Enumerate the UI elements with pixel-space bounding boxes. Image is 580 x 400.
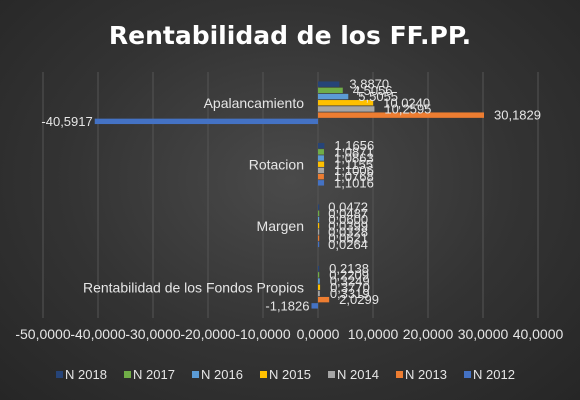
data-label: 0,0600 bbox=[328, 212, 368, 227]
x-tick-label: 20,0000 bbox=[403, 326, 454, 342]
data-label: -1,1826 bbox=[265, 298, 309, 313]
legend-label: N 2017 bbox=[133, 367, 175, 382]
data-label: 4,5056 bbox=[353, 83, 393, 98]
bar bbox=[318, 142, 325, 149]
legend-label: N 2014 bbox=[337, 367, 379, 382]
data-label: 1,1155 bbox=[334, 157, 373, 172]
data-label: 5,5055 bbox=[358, 89, 398, 104]
bar bbox=[318, 223, 320, 229]
bar bbox=[318, 296, 330, 303]
bar bbox=[318, 93, 349, 100]
data-label: 1,1656 bbox=[334, 138, 374, 153]
x-tick-label: -10,0000 bbox=[235, 326, 290, 342]
data-label: 0,0264 bbox=[328, 237, 368, 252]
bar bbox=[318, 210, 320, 217]
bar bbox=[318, 229, 320, 235]
x-tick-label: -40,0000 bbox=[70, 326, 125, 342]
legend-swatch bbox=[396, 371, 403, 378]
data-label: 2,0299 bbox=[339, 292, 379, 307]
bar bbox=[318, 278, 320, 284]
x-tick-label: 40,0000 bbox=[513, 326, 564, 342]
legend: N 2018 N 2017 N 2016 N 2015 N 2014 N 2013 N 20… bbox=[56, 367, 515, 382]
legend-swatch bbox=[56, 371, 63, 378]
data-label: 1,0768 bbox=[334, 169, 374, 184]
data-label: 1,1006 bbox=[334, 163, 374, 178]
bar bbox=[94, 118, 318, 125]
bar bbox=[318, 235, 320, 241]
legend-swatch bbox=[192, 371, 199, 378]
data-label: -40,5917 bbox=[41, 114, 92, 129]
bar bbox=[318, 173, 324, 180]
legend-swatch bbox=[328, 371, 335, 378]
legend-label: N 2012 bbox=[473, 367, 515, 382]
legend-label: N 2018 bbox=[65, 367, 107, 382]
data-label: 0,0399 bbox=[328, 218, 368, 233]
legend-label: N 2015 bbox=[269, 367, 311, 382]
data-label: 0,2138 bbox=[329, 261, 369, 276]
bar bbox=[318, 149, 324, 155]
bar bbox=[318, 112, 485, 118]
bar bbox=[318, 272, 320, 278]
bar bbox=[318, 265, 320, 272]
bar bbox=[318, 216, 320, 223]
x-tick-label: 0,0000 bbox=[297, 326, 340, 342]
data-label: 0,0328 bbox=[328, 224, 368, 239]
legend-swatch bbox=[124, 371, 131, 378]
x-tick-label: 10,0000 bbox=[348, 326, 399, 342]
bar bbox=[318, 81, 340, 87]
bar bbox=[318, 290, 320, 297]
data-label: 0,0621 bbox=[328, 231, 368, 246]
x-tick-label: -30,0000 bbox=[125, 326, 180, 342]
bar bbox=[318, 167, 325, 174]
data-label: 1,0871 bbox=[334, 144, 374, 159]
bar bbox=[318, 87, 343, 94]
data-label: 0,3770 bbox=[330, 280, 370, 295]
category-label: Margen bbox=[257, 218, 304, 234]
x-tick-label: 30,0000 bbox=[458, 326, 509, 342]
bar bbox=[318, 161, 325, 167]
bar bbox=[311, 303, 318, 309]
bar bbox=[318, 106, 375, 112]
category-axis: Rentabilidad de los Fondos Propios Margen… bbox=[83, 95, 304, 296]
data-label: 1,1016 bbox=[334, 175, 374, 190]
data-label: 1,0863 bbox=[334, 151, 374, 166]
bar bbox=[318, 204, 320, 210]
data-label: 0,0487 bbox=[328, 206, 368, 221]
data-label: 0,0472 bbox=[328, 200, 368, 215]
data-label: 30,1829 bbox=[494, 108, 541, 123]
data-label: 10,2595 bbox=[384, 101, 431, 116]
data-label: 0,3249 bbox=[330, 274, 370, 289]
data-label: 0,3319 bbox=[330, 286, 370, 301]
x-axis: -50,0000 -40,0000 -30,0000 -20,0000 -10,0000… bbox=[15, 326, 563, 342]
category-label: Rotacion bbox=[249, 156, 304, 172]
bar bbox=[318, 100, 374, 106]
data-label: 0,2209 bbox=[329, 267, 369, 282]
category-label: Rentabilidad de los Fondos Propios bbox=[83, 279, 304, 295]
bar bbox=[318, 155, 324, 161]
bars bbox=[94, 81, 485, 309]
data-label: 10,0240 bbox=[383, 95, 430, 110]
data-labels: -1,1826 2,02990,33190,37700,32490,22090,2… bbox=[41, 77, 541, 314]
x-tick-label: -50,0000 bbox=[15, 326, 70, 342]
bar bbox=[318, 180, 325, 186]
legend-label: N 2016 bbox=[201, 367, 243, 382]
category-label: Apalancamiento bbox=[204, 95, 305, 111]
bar bbox=[318, 241, 320, 248]
legend-label: N 2013 bbox=[405, 367, 447, 382]
chart-title: Rentabilidad de los FF.PP. bbox=[109, 21, 471, 50]
legend-swatch bbox=[260, 371, 267, 378]
legend-swatch bbox=[464, 371, 471, 378]
data-label: 3,8870 bbox=[349, 77, 389, 92]
x-tick-label: -20,0000 bbox=[180, 326, 235, 342]
bar bbox=[318, 284, 321, 290]
